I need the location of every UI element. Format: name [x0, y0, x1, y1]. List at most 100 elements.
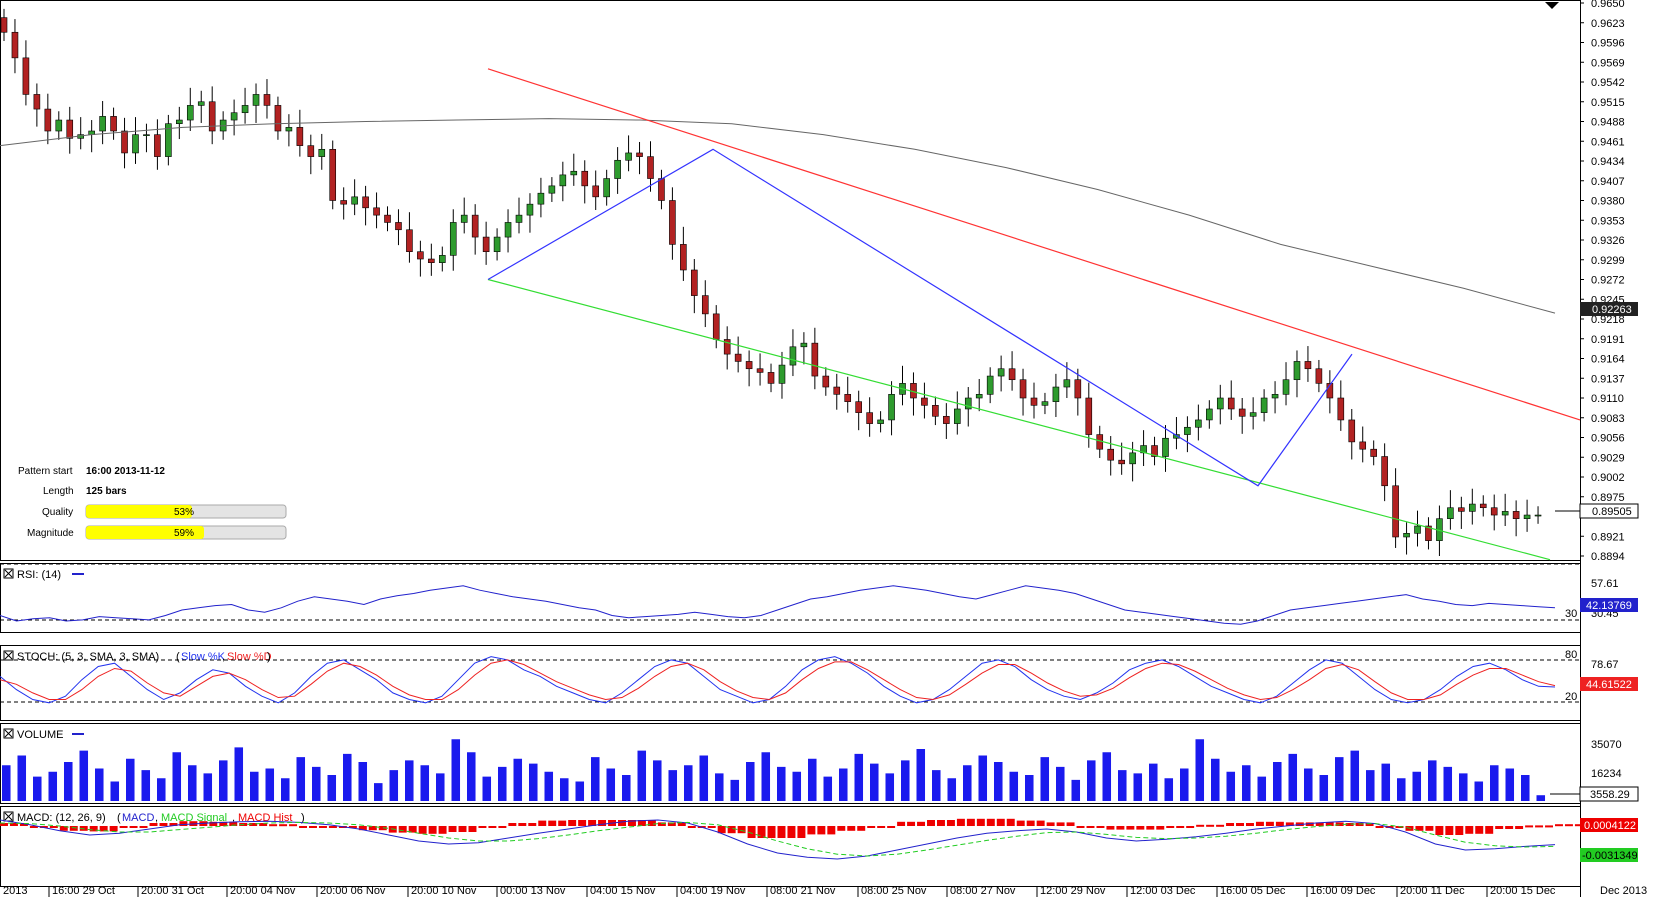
- volume-bar: [33, 776, 42, 801]
- macd-hist-bar: [378, 826, 387, 831]
- macd-hist-bar: [627, 820, 636, 826]
- macd-hist-bar: [558, 820, 567, 826]
- price-tick-label: 0.9110: [1591, 393, 1624, 405]
- volume-bar: [1273, 762, 1282, 801]
- length-label: Length: [43, 486, 74, 497]
- price-tick-label: 0.8894: [1591, 551, 1625, 563]
- macd-hist-bar: [59, 826, 68, 831]
- volume-bar: [358, 762, 368, 801]
- macd-hist-bar: [807, 826, 816, 835]
- x-tick-label: 20:00 10 Nov: [411, 885, 477, 897]
- volume-bar: [79, 750, 89, 801]
- macd-hist-bar: [328, 826, 337, 828]
- rsi-title: RSI: (14): [17, 569, 61, 581]
- macd-hist-bar: [946, 820, 955, 826]
- volume-bar: [854, 753, 864, 801]
- price-tick-label: 0.9299: [1591, 255, 1625, 267]
- candle-body: [811, 342, 819, 377]
- macd-hist-bar: [468, 826, 477, 832]
- volume-bar: [343, 753, 352, 801]
- macd-hist-bar: [249, 823, 258, 826]
- macd-hist-bar: [358, 826, 367, 831]
- x-tick-label: 2013: [3, 885, 27, 897]
- macd-hist-bar: [1564, 824, 1573, 827]
- macd-hist-bar: [318, 826, 327, 828]
- candle-body: [636, 152, 643, 157]
- candle-body: [1151, 445, 1158, 457]
- x-tick-label: 12:00 03 Dec: [1130, 885, 1196, 897]
- candle-body: [1293, 361, 1301, 381]
- volume-bar: [126, 758, 135, 801]
- volume-bar: [2, 765, 11, 801]
- candle-body: [756, 368, 764, 373]
- candle-body: [964, 397, 972, 410]
- candle-body: [428, 258, 435, 263]
- candle-body: [1359, 441, 1367, 450]
- candle-body: [318, 148, 326, 157]
- macd-hist-bar: [269, 824, 278, 827]
- quality-value: 53%: [174, 507, 194, 518]
- macd-hist-bar: [398, 826, 407, 833]
- rsi-close-icon[interactable]: [3, 568, 14, 579]
- candle-body: [1501, 511, 1509, 516]
- x-tick-label: 08:00 27 Nov: [950, 885, 1016, 897]
- volume-bar: [994, 762, 1003, 801]
- candle-body: [22, 57, 30, 95]
- macd-hist-bar: [1265, 821, 1274, 826]
- volume-bar: [529, 763, 538, 801]
- macd-hist-bar: [438, 826, 447, 834]
- candle-body: [647, 156, 654, 179]
- candle-body: [658, 178, 665, 201]
- volume-bar: [916, 749, 926, 801]
- volume-bar: [219, 760, 228, 801]
- volume-close-icon[interactable]: [3, 728, 14, 739]
- macd-hist-bar: [119, 826, 128, 828]
- candle-body: [241, 105, 249, 114]
- rsi-panel: RSI: (14) 57.61 30.45 30 42.13769: [0, 563, 1638, 625]
- candle-body: [800, 342, 808, 348]
- candle-body: [1403, 533, 1410, 538]
- stoch-open-paren: (: [176, 651, 180, 663]
- volume-bar: [1397, 778, 1406, 801]
- volume-bar: [281, 778, 290, 801]
- macd-hist-bar: [518, 823, 527, 826]
- candle-body: [165, 123, 172, 157]
- price-tick-label: 0.9407: [1591, 176, 1625, 188]
- candle-body: [1008, 368, 1016, 381]
- ma-price-label: 0.92263: [1580, 302, 1638, 316]
- macd-hist-bar: [847, 826, 856, 831]
- macd-hist-bar: [578, 820, 587, 826]
- macd-hist-bar: [687, 826, 696, 828]
- x-tick-label: Dec 2013: [1600, 885, 1647, 897]
- macd-title: MACD: (12, 26, 9): [17, 812, 106, 824]
- volume-bar: [1164, 778, 1174, 801]
- volume-bar: [513, 758, 523, 801]
- macd-hist-bar: [0, 823, 8, 826]
- macd-hist-bar: [1255, 821, 1264, 826]
- volume-bar: [296, 757, 306, 801]
- x-tick-label: 16:00 29 Oct: [52, 885, 115, 897]
- volume-bar: [978, 755, 988, 801]
- stoch-panel: STOCH: (5, 3, SMA, 3, SMA) ( Slow %K , S…: [0, 649, 1638, 704]
- macd-hist-bar: [1096, 826, 1105, 828]
- macd-hist-bar: [1395, 826, 1404, 828]
- x-tick-label: 16:00 09 Dec: [1310, 885, 1376, 897]
- candle-body: [186, 105, 194, 121]
- volume-panel: VOLUME 35070 16234 3558.29: [2, 728, 1639, 802]
- scroll-marker-icon[interactable]: [1545, 2, 1559, 9]
- macd-hist-bar: [1305, 822, 1314, 826]
- macd-hist-bar: [1555, 824, 1563, 827]
- candle-body: [1162, 437, 1169, 457]
- volume-bar: [405, 760, 414, 801]
- volume-bars: [2, 739, 1546, 801]
- macd-hist-bar: [996, 818, 1005, 826]
- candle-body: [1063, 379, 1071, 388]
- candle-body: [767, 372, 775, 384]
- volume-bar: [1118, 770, 1127, 801]
- candle-body: [1381, 456, 1388, 487]
- macd-hist-bar: [99, 826, 108, 832]
- macd-hist-bar: [1046, 822, 1055, 826]
- macd-hist-bar: [1186, 826, 1195, 828]
- candle-body: [680, 244, 687, 271]
- macd-hist-bar: [1016, 820, 1025, 826]
